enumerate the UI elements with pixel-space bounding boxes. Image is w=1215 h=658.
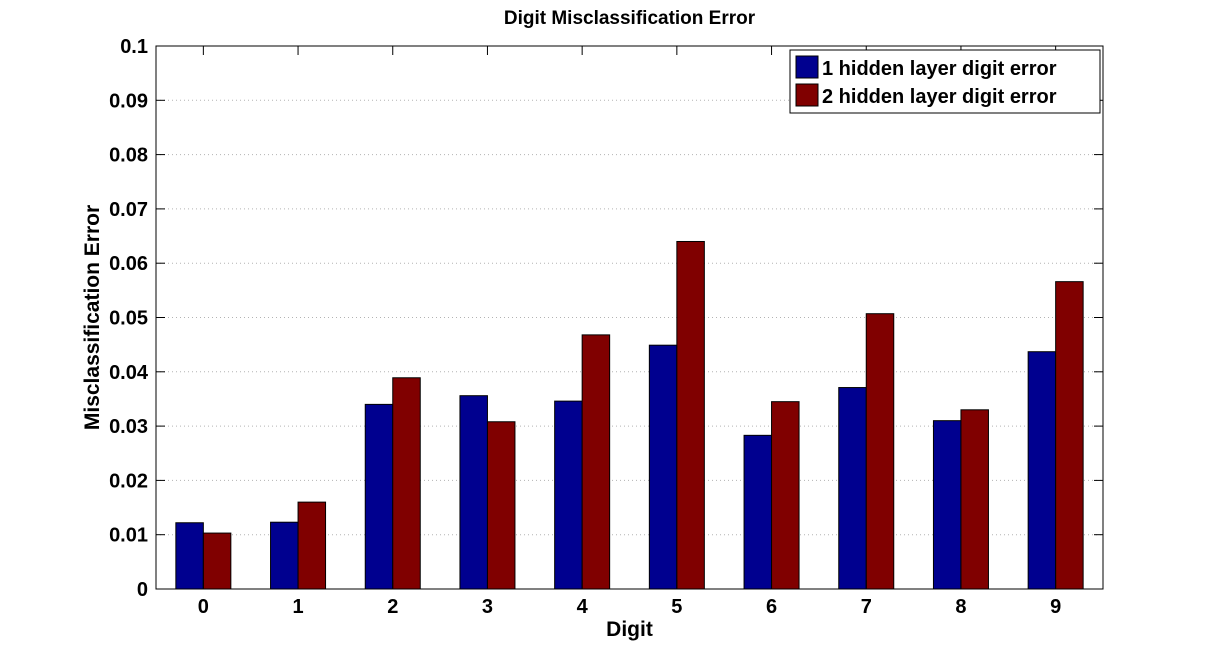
bar-series-2-digit-2 (392, 377, 421, 590)
x-tick-labels: 0 1 2 3 4 5 6 7 8 9 (198, 596, 1061, 618)
y-axis-title: Misclassification Error (81, 205, 104, 430)
bar-series-1-digit-6 (743, 434, 773, 590)
legend-swatch-1 (795, 55, 819, 79)
x-tick-label: 3 (482, 596, 493, 618)
bar-series-1-digit-3 (459, 395, 488, 590)
y-tick-label: 0.09 (109, 90, 148, 112)
bar-series-1-digit-5 (648, 344, 678, 590)
chart-title: Digit Misclassification Error (504, 8, 756, 29)
y-tick-label: 0.06 (109, 253, 148, 275)
x-tick-label: 9 (1050, 596, 1061, 618)
bars (175, 240, 1084, 590)
legend-box (789, 49, 1101, 114)
y-tick-label: 0.02 (109, 470, 148, 492)
bar-series-2-digit-1 (297, 501, 327, 590)
bar-series-2-digit-6 (771, 401, 800, 590)
bar-series-1-digit-2 (364, 403, 394, 590)
y-tick-label: 0.08 (109, 145, 148, 167)
bar-series-2-digit-7 (865, 313, 895, 590)
bar-series-2-digit-0 (202, 532, 232, 590)
legend-swatch-2 (795, 83, 819, 107)
x-tick-label: 8 (955, 596, 966, 618)
y-tick-labels: 0 0.01 0.02 0.03 0.04 0.05 0.06 0.07 0.08 0.09 0.1 (109, 36, 149, 601)
x-tick-label: 2 (387, 596, 398, 618)
bar-series-1-digit-0 (175, 522, 204, 590)
legend-label-2: 2 hidden layer digit error (822, 86, 1057, 108)
y-tick-label: 0.03 (109, 416, 148, 438)
x-tick-label: 4 (577, 596, 589, 618)
x-tick-label: 1 (292, 596, 303, 618)
bar-series-2-digit-3 (486, 421, 516, 590)
legend-label-1: 1 hidden layer digit error (822, 58, 1057, 80)
y-tick-label: 0.07 (109, 199, 148, 221)
bar-series-2-digit-4 (581, 334, 611, 590)
bar-series-1-digit-7 (838, 387, 867, 590)
y-tick-label: 0.1 (120, 36, 148, 58)
bar-series-1-digit-1 (270, 521, 299, 590)
bar-series-2-digit-5 (676, 240, 705, 590)
y-tick-label: 0.01 (109, 525, 148, 547)
bar-series-1-digit-4 (554, 400, 583, 590)
bar-series-2-digit-9 (1055, 281, 1084, 590)
bar-series-1-digit-8 (932, 420, 962, 590)
y-tick-label: 0.04 (109, 362, 149, 384)
bar-series-2-digit-8 (960, 409, 989, 590)
y-tick-label: 0.05 (109, 308, 148, 330)
bar-series-1-digit-9 (1027, 351, 1057, 590)
x-tick-label: 7 (861, 596, 872, 618)
legend: 1 hidden layer digit error 2 hidden layer… (789, 49, 1101, 114)
x-tick-label: 5 (671, 596, 682, 618)
x-tick-label: 0 (198, 596, 209, 618)
y-tick-label: 0 (137, 579, 148, 601)
x-axis-title: Digit (606, 618, 653, 641)
x-tick-label: 6 (766, 596, 777, 618)
